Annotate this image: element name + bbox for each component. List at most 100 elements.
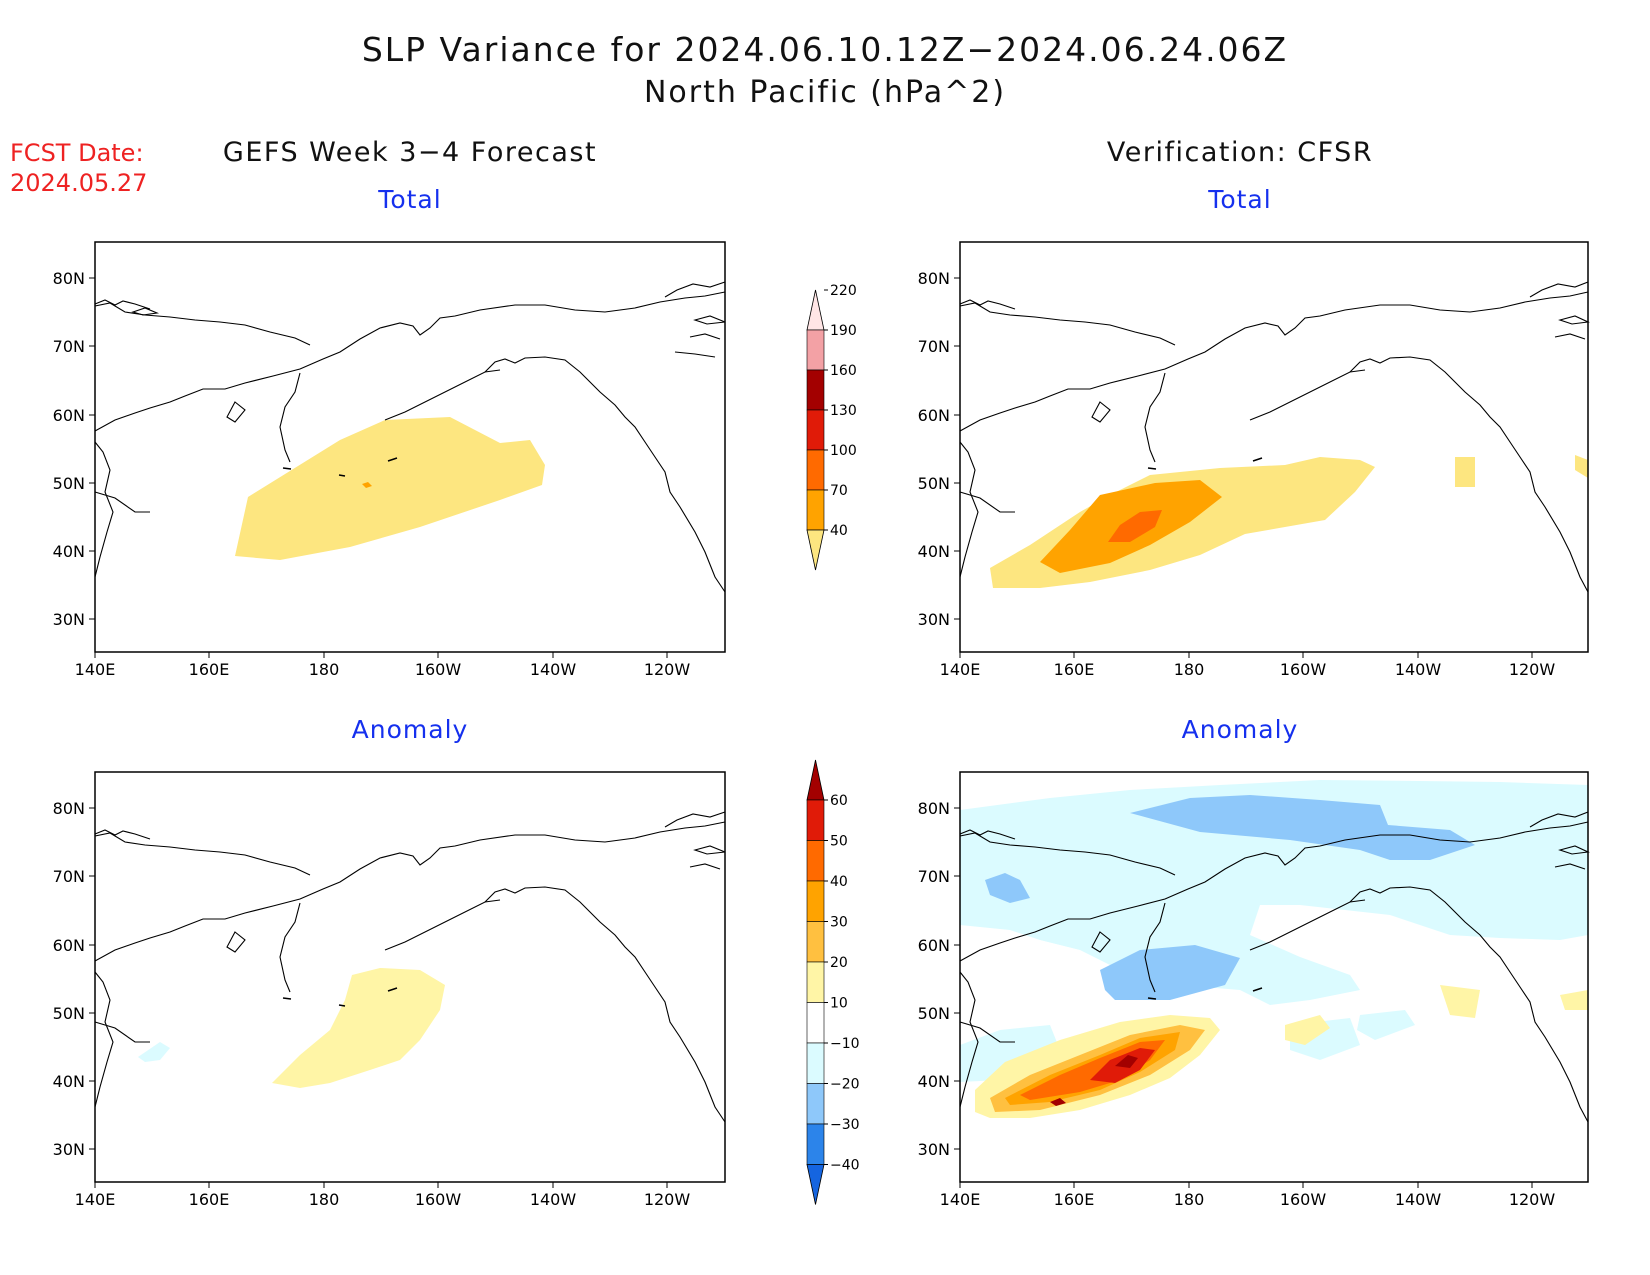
lat-tick-label: 40N (918, 1072, 950, 1091)
lon-tick-label: 180 (309, 660, 340, 679)
colorbar-segment (806, 840, 825, 882)
lat-tick-label: 50N (53, 474, 85, 493)
colorbar-label: −30 (830, 1117, 860, 1133)
lat-tick-label: 80N (918, 269, 950, 288)
contour-layer (990, 455, 1588, 588)
colorbar-label: 50 (830, 834, 848, 850)
colorbar-label: 130 (830, 403, 857, 419)
forecast-date-value: 2024.05.27 (10, 169, 148, 197)
lat-tick-label: 70N (918, 867, 950, 886)
map-panel-forecast-anomaly (94, 771, 726, 1183)
lat-tick-label: 70N (918, 337, 950, 356)
lat-tick-label: 30N (918, 1140, 950, 1159)
map-panel-forecast-total (94, 241, 726, 653)
colorbar-label: 190 (830, 323, 857, 339)
colorbar-label: 40 (830, 874, 848, 890)
lon-tick-label: 160E (189, 660, 230, 679)
colorbar-label: −40 (830, 1158, 860, 1174)
colorbar-segment (806, 329, 825, 371)
colorbar-label: 160 (830, 363, 857, 379)
panel-title-forecast-anomaly: Anomaly (351, 715, 469, 744)
colorbar-segment (806, 1083, 825, 1125)
lon-tick-label: 160W (1280, 1190, 1327, 1209)
colorbar-segment (806, 489, 825, 531)
colorbar-label: 40 (830, 523, 848, 539)
lon-tick-label: 180 (1174, 1190, 1205, 1209)
lon-tick-label: 140E (75, 1190, 116, 1209)
colorbar-segment (806, 921, 825, 963)
colorbar-label: 30 (830, 915, 848, 931)
coastline (94, 281, 726, 593)
map-frame (959, 241, 1589, 653)
colorbar-segment (806, 369, 825, 411)
panel-title-verification-anomaly: Anomaly (1181, 715, 1299, 744)
lat-tick-label: 70N (53, 867, 85, 886)
colorbar-label: 220 (830, 283, 857, 299)
lon-tick-label: 140W (530, 660, 577, 679)
lon-tick-label: 160E (1054, 660, 1095, 679)
contour-layer (960, 780, 1588, 1118)
lon-tick-label: 140W (530, 1190, 577, 1209)
colorbar-anomaly: −40 −30 −20 −10 10 20 30 40 50 60 (806, 759, 860, 1205)
colorbar-label: −20 (830, 1077, 860, 1093)
lon-tick-label: 120W (1509, 1190, 1556, 1209)
panel-title-forecast-total: Total (378, 185, 442, 214)
lat-tick-label: 30N (53, 1140, 85, 1159)
colorbar-label: 60 (830, 793, 848, 809)
colorbar-segment (806, 961, 825, 1003)
lon-tick-label: 140E (75, 660, 116, 679)
lat-tick-label: 40N (918, 542, 950, 561)
lon-tick-label: 180 (1174, 660, 1205, 679)
coastline (959, 281, 1590, 593)
contour-layer (138, 968, 445, 1088)
lat-tick-label: 50N (53, 1004, 85, 1023)
lat-tick-label: 60N (918, 936, 950, 955)
lon-tick-label: 140W (1395, 660, 1442, 679)
lon-tick-label: 160W (415, 1190, 462, 1209)
lat-tick-label: 80N (53, 799, 85, 818)
map-frame (94, 241, 726, 653)
coastline (959, 811, 1590, 1123)
colorbar-segment (806, 409, 825, 451)
main-title: SLP Variance for 2024.06.10.12Z−2024.06.… (361, 30, 1289, 69)
colorbar-arrow-top (806, 289, 825, 331)
lat-tick-label: 70N (53, 337, 85, 356)
coastline (94, 811, 726, 1123)
lon-tick-label: 160E (189, 1190, 230, 1209)
colorbar-total: 40 70 100 130 160 190 220 (806, 283, 857, 571)
column-title-forecast: GEFS Week 3−4 Forecast (222, 137, 598, 168)
map-frame (959, 771, 1589, 1183)
map-frame (94, 771, 726, 1183)
lat-tick-label: 40N (53, 542, 85, 561)
colorbar-segment (806, 1002, 825, 1044)
lon-tick-label: 160W (1280, 660, 1327, 679)
lat-tick-label: 80N (53, 269, 85, 288)
colorbar-label: −10 (830, 1036, 860, 1052)
colorbar-segment (806, 1123, 825, 1165)
lat-tick-label: 60N (53, 406, 85, 425)
lat-tick-label: 60N (918, 406, 950, 425)
panel-title-verification-total: Total (1208, 185, 1272, 214)
forecast-date-label: FCST Date: (10, 139, 144, 167)
lon-tick-label: 120W (644, 1190, 691, 1209)
colorbar-label: 70 (830, 483, 848, 499)
lat-tick-label: 30N (53, 610, 85, 629)
lat-tick-label: 80N (918, 799, 950, 818)
colorbar-arrow-bottom (806, 1164, 825, 1205)
map-panel-verification-anomaly (959, 771, 1590, 1183)
lon-tick-label: 160W (415, 660, 462, 679)
lon-tick-label: 160E (1054, 1190, 1095, 1209)
colorbar-arrow-top (806, 759, 825, 801)
colorbar-label: 20 (830, 955, 848, 971)
lat-tick-label: 60N (53, 936, 85, 955)
axis-labels: 80N 70N 60N 50N 40N 30N 140E 160E 180 160W 140W 120… (53, 269, 1556, 1209)
lat-tick-label: 30N (918, 610, 950, 629)
contour-layer (235, 417, 545, 560)
colorbar-segment (806, 449, 825, 491)
colorbar-segment (806, 799, 825, 841)
lat-tick-label: 40N (53, 1072, 85, 1091)
lon-tick-label: 140E (940, 660, 981, 679)
colorbar-label: 10 (830, 996, 848, 1012)
colorbar-segment (806, 1042, 825, 1084)
